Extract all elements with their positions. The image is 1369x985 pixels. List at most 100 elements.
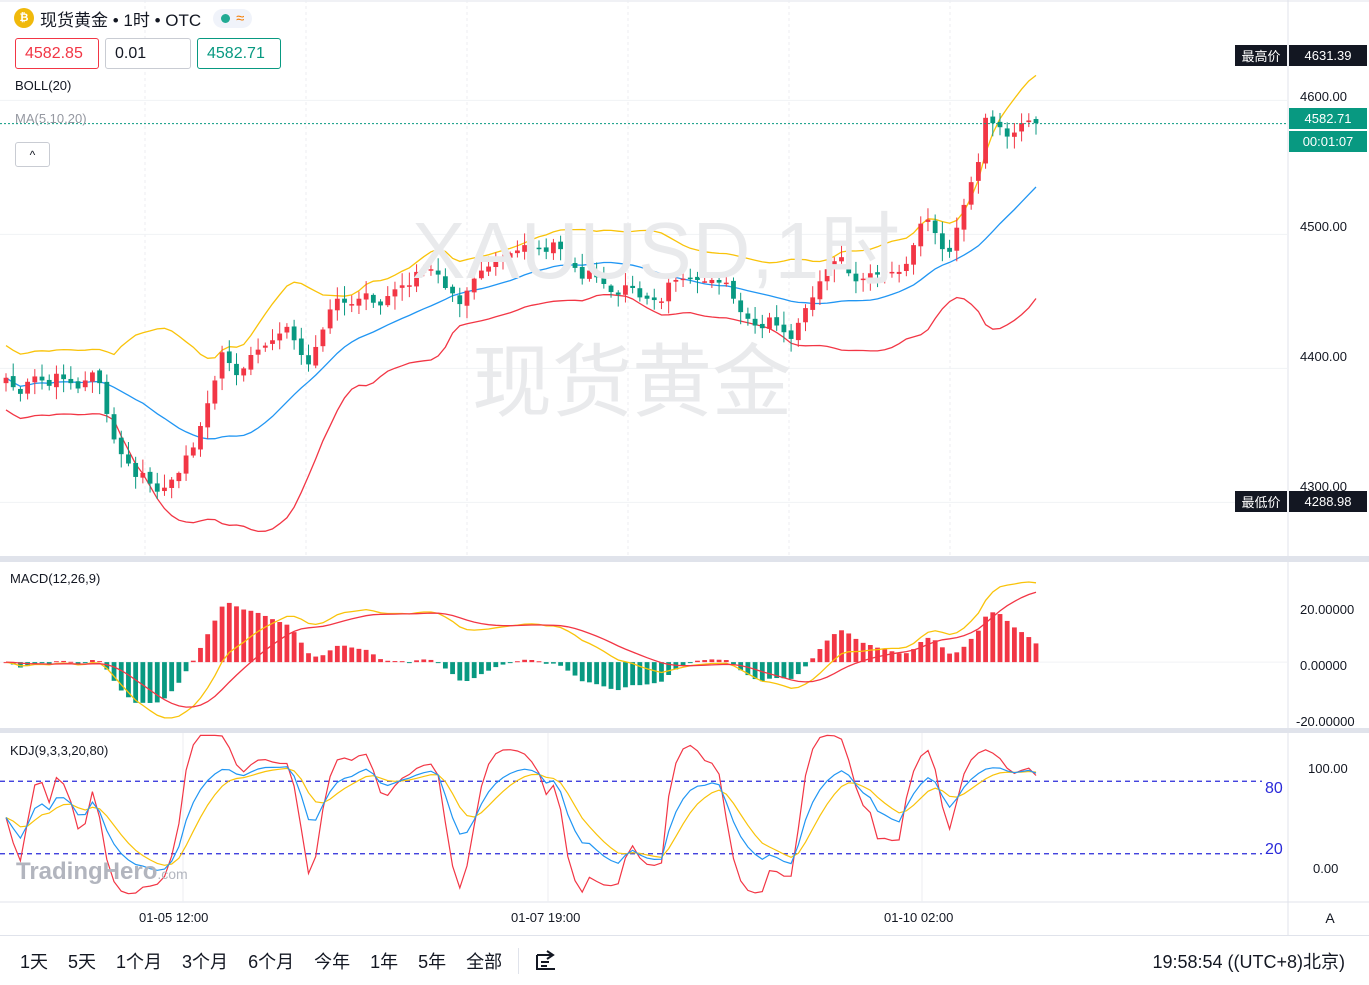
macd-histogram-bar [298, 642, 304, 663]
macd-histogram-bar [983, 616, 988, 663]
kdj-indicator-label[interactable]: KDJ(9,3,3,20,80) [10, 743, 109, 758]
macd-histogram-bar [183, 662, 189, 672]
macd-histogram-bar [666, 662, 672, 675]
macd-histogram-bar [190, 660, 196, 663]
macd-histogram-bar [1033, 643, 1039, 663]
macd-histogram-bar [975, 630, 981, 663]
range-1m-button[interactable]: 1个月 [116, 951, 163, 972]
replay-icon[interactable] [533, 948, 559, 974]
boll-indicator-label[interactable]: BOLL(20) [15, 78, 72, 93]
macd-histogram-bar [176, 662, 182, 683]
range-ytd-button[interactable]: 今年 [314, 951, 351, 972]
high-price-label: 最高价 [1235, 45, 1287, 66]
candle-body [421, 269, 427, 273]
candle-body [68, 378, 74, 384]
range-all-button[interactable]: 全部 [466, 951, 503, 972]
macd-histogram-bar [392, 661, 398, 663]
macd-histogram-bar [234, 606, 239, 663]
range-3m-button[interactable]: 3个月 [182, 951, 229, 972]
name-watermark: 现货黄金 [472, 338, 792, 427]
candle-body [579, 266, 585, 279]
candle-body [493, 259, 499, 268]
macd-histogram-bar [320, 655, 326, 663]
candle-body [615, 292, 621, 295]
candle-body [478, 270, 484, 279]
buy-price-button[interactable]: 4582.71 [197, 38, 281, 69]
candle-body [803, 308, 808, 323]
macd-histogram-bar [54, 661, 59, 663]
macd-histogram-bar [306, 653, 311, 663]
macd-tick: 0.00000 [1300, 658, 1347, 673]
macd-histogram-bar [118, 662, 124, 691]
sell-price-button[interactable]: 4582.85 [15, 38, 99, 69]
range-5y-button[interactable]: 5年 [418, 951, 447, 972]
macd-histogram-bar [867, 645, 873, 663]
collapse-indicators-button[interactable]: ^ [15, 142, 50, 167]
candle-body [3, 377, 9, 384]
candle-body [666, 282, 672, 302]
candle-body [1033, 119, 1039, 124]
candle-body [695, 276, 700, 280]
macd-histogram-bar [846, 633, 852, 663]
auto-scale-button[interactable]: A [1325, 910, 1335, 926]
candle-body [248, 355, 254, 370]
macd-dea-line [5, 591, 1037, 708]
macd-histogram-bar [558, 662, 564, 666]
macd-indicator-label[interactable]: MACD(12,26,9) [10, 571, 101, 586]
range-6m-button[interactable]: 6个月 [248, 951, 295, 972]
range-1d-button[interactable]: 1天 [20, 951, 49, 972]
spread-field[interactable]: 0.01 [105, 38, 191, 69]
panel-separator [0, 728, 1369, 733]
macd-histogram-bar [46, 662, 52, 664]
candle-body [572, 263, 578, 268]
kdj-j-line [5, 734, 1037, 895]
candle-body [846, 255, 852, 274]
kdj-lower-level-label: 20 [1265, 841, 1283, 858]
symbol-title[interactable]: 现货黄金 • 1时 • OTC [40, 10, 202, 30]
macd-histogram-bar [918, 642, 924, 663]
candle-body [399, 285, 405, 288]
candle-body [565, 250, 571, 262]
ma-indicator-label[interactable]: MA(5,10,20) [15, 111, 87, 126]
macd-histogram-bar [514, 661, 520, 663]
macd-histogram-bar [824, 640, 830, 663]
macd-histogram-bar [169, 662, 175, 692]
candle-body [219, 352, 225, 379]
candle-body [500, 257, 506, 261]
macd-histogram-bar [579, 662, 585, 682]
range-1y-button[interactable]: 1年 [370, 951, 399, 972]
macd-histogram-bar [378, 659, 383, 663]
macd-histogram-bar [644, 662, 650, 685]
current-price-tag: 4582.71 [1289, 108, 1367, 129]
candle-body [378, 301, 383, 306]
candle-body [370, 294, 376, 303]
chart-canvas[interactable] [0, 0, 1369, 935]
macd-histogram-bar [702, 660, 708, 663]
candle-body [25, 381, 31, 394]
candle-body [939, 233, 945, 250]
candle-body [752, 318, 758, 326]
macd-histogram-bar [803, 662, 808, 667]
macd-histogram-bar [954, 652, 960, 663]
candle-body [18, 388, 23, 394]
macd-histogram-bar [615, 662, 621, 691]
candle-body [673, 279, 679, 282]
candle-body [1004, 128, 1010, 137]
candle-body [284, 326, 290, 333]
candle-body [147, 471, 153, 484]
macd-histogram-bar [147, 662, 153, 703]
range-5d-button[interactable]: 5天 [68, 951, 97, 972]
candle-body [968, 182, 974, 205]
macd-tick: 20.00000 [1300, 602, 1355, 617]
candle-body [911, 245, 916, 265]
candle-body [118, 437, 124, 455]
symbol-header[interactable]: ₿ 现货黄金 • 1时 • OTC ≈ [14, 6, 253, 30]
candle-body [176, 472, 182, 482]
macd-histogram-bar [291, 632, 297, 663]
market-status-pill[interactable]: ≈ [213, 8, 253, 28]
candle-body [680, 278, 686, 281]
clock-timezone[interactable]: 19:58:54 ((UTC+8)北京) [1152, 951, 1345, 972]
macd-histogram-bar [104, 662, 110, 670]
candle-body [810, 297, 816, 310]
candle-body [435, 270, 441, 275]
